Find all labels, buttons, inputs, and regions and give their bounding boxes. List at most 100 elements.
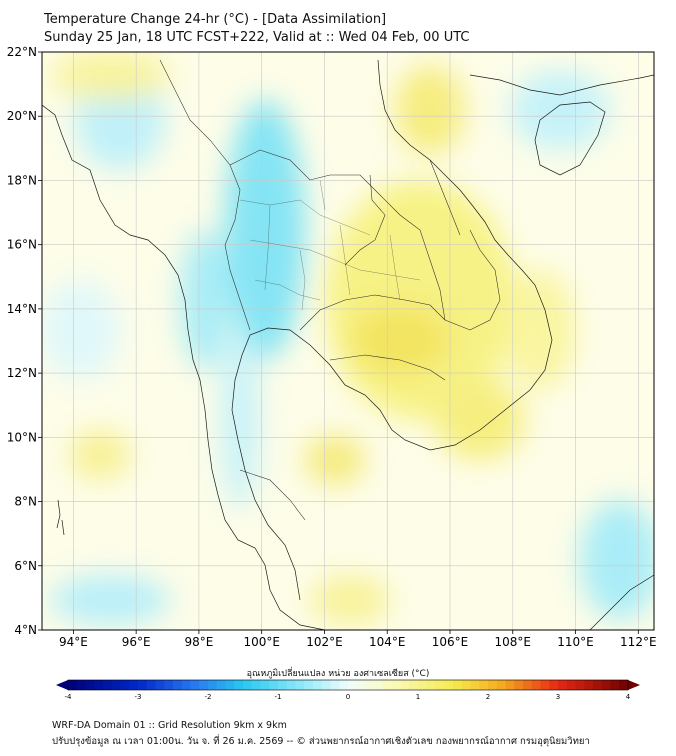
colorbar-segment <box>444 680 454 690</box>
colorbar-tick-label: -2 <box>205 693 212 701</box>
lon-tick-label: 106°E <box>432 635 469 649</box>
colorbar-segment <box>383 680 393 690</box>
colorbar-tick-label: 1 <box>416 693 420 701</box>
colorbar-segment <box>339 680 349 690</box>
colorbar-segment <box>531 680 541 690</box>
colorbar-segment <box>523 680 533 690</box>
latitude-labels: 22°N 20°N 18°N 16°N 14°N 12°N 10°N 8°N 6°N 4°N <box>7 45 42 637</box>
map-title: Temperature Change 24-hr (°C) - [Data As… <box>44 12 387 27</box>
colorbar-segment <box>400 680 410 690</box>
colorbar-segment <box>234 680 244 690</box>
lat-tick-label: 14°N <box>7 302 37 316</box>
lat-tick-label: 12°N <box>7 366 37 380</box>
colorbar-segment <box>479 680 489 690</box>
lon-tick-label: 100°E <box>243 635 280 649</box>
footer-model-info: WRF-DA Domain 01 :: Grid Resolution 9km … <box>52 720 287 731</box>
colorbar-segment <box>146 680 156 690</box>
colorbar-tick-label: 3 <box>556 693 560 701</box>
hainan-coast <box>534 101 606 176</box>
colorbar-max-arrow <box>628 680 640 690</box>
colorbar-segment <box>225 680 235 690</box>
lat-tick-label: 10°N <box>7 430 37 444</box>
colorbar-segment <box>356 680 366 690</box>
lat-tick-label: 8°N <box>14 495 37 509</box>
province-borders <box>239 179 421 311</box>
colorbar-tick-label: 4 <box>626 693 631 701</box>
colorbar-segment <box>85 680 95 690</box>
lon-tick-label: 112°E <box>620 635 657 649</box>
colorbar-tick-label: 0 <box>346 693 350 701</box>
colorbar-segment <box>313 680 323 690</box>
malay-coast <box>269 589 326 630</box>
lat-tick-label: 18°N <box>7 173 37 187</box>
colorbar-segment <box>601 680 611 690</box>
colorbar-segment <box>619 680 629 690</box>
colorbar-segment <box>348 680 358 690</box>
lon-tick-label: 108°E <box>495 635 532 649</box>
colorbar-segment <box>111 680 121 690</box>
colorbar-segment <box>540 680 550 690</box>
colorbar-segment <box>164 680 174 690</box>
colorbar-segment <box>181 680 191 690</box>
lat-tick-label: 20°N <box>7 109 37 123</box>
colorbar-frame <box>67 679 629 691</box>
colorbar-segment <box>566 680 576 690</box>
colorbar-segment <box>68 680 78 690</box>
colorbar-segment <box>496 680 506 690</box>
colorbar-segment <box>488 680 498 690</box>
colorbar-segment <box>304 680 314 690</box>
lat-tick-label: 6°N <box>14 559 37 573</box>
colorbar-segment <box>138 680 148 690</box>
colorbar-segment <box>278 680 288 690</box>
lon-tick-label: 102°E <box>306 635 343 649</box>
colorbar-segment <box>190 680 200 690</box>
andaman-coast <box>42 104 271 591</box>
map-subtitle: Sunday 25 Jan, 18 UTC FCST+222, Valid at… <box>44 30 470 45</box>
lon-tick-label: 104°E <box>369 635 406 649</box>
colorbar-segment <box>243 680 253 690</box>
colorbar-segment <box>216 680 226 690</box>
gulf-coast <box>231 59 553 601</box>
colorbar-segment <box>365 680 375 690</box>
colorbar-segment <box>575 680 585 690</box>
colorbar <box>56 679 640 691</box>
colorbar-tick-label: 2 <box>486 693 490 701</box>
country-borders <box>159 59 501 521</box>
colorbar-segment <box>453 680 463 690</box>
colorbar-tick-label: -1 <box>275 693 282 701</box>
colorbar-segment <box>409 680 419 690</box>
colorbar-segment <box>295 680 305 690</box>
lon-tick-label: 94°E <box>59 635 88 649</box>
colorbar-segment <box>260 680 270 690</box>
colorbar-segment <box>470 680 480 690</box>
colorbar-segment <box>330 680 340 690</box>
footer-copyright: ปรับปรุงข้อมูล ณ เวลา 01:00น. วัน จ. ที่… <box>52 736 590 747</box>
colorbar-segment <box>374 680 384 690</box>
map-frame <box>41 51 655 631</box>
longitude-labels: 94°E 96°E 98°E 100°E 102°E 104°E 106°E 108°E 110… <box>59 630 657 649</box>
colorbar-segment <box>173 680 183 690</box>
colorbar-segment <box>94 680 104 690</box>
colorbar-min-arrow <box>56 680 68 690</box>
colorbar-segment <box>418 680 428 690</box>
colorbar-tick-label: -4 <box>65 693 73 701</box>
colorbar-segment <box>129 680 139 690</box>
colorbar-segment <box>120 680 130 690</box>
lat-tick-label: 22°N <box>7 45 37 59</box>
colorbar-title: อุณหภูมิเปลี่ยนแปลง หน่วย องศาเซลเซียส (… <box>246 669 430 679</box>
colorbar-segment <box>593 680 603 690</box>
colorbar-segment <box>155 680 165 690</box>
lat-tick-label: 16°N <box>7 238 37 252</box>
colorbar-segment <box>514 680 524 690</box>
colorbar-segment <box>426 680 436 690</box>
lon-tick-label: 98°E <box>184 635 213 649</box>
colorbar-segment <box>435 680 445 690</box>
lon-tick-label: 110°E <box>557 635 594 649</box>
temperature-field <box>42 52 654 630</box>
colorbar-segment <box>103 680 113 690</box>
colorbar-segment <box>76 680 86 690</box>
colorbar-segment <box>321 680 331 690</box>
colorbar-segment <box>505 680 515 690</box>
colorbar-segment <box>391 680 401 690</box>
lon-tick-label: 96°E <box>122 635 151 649</box>
